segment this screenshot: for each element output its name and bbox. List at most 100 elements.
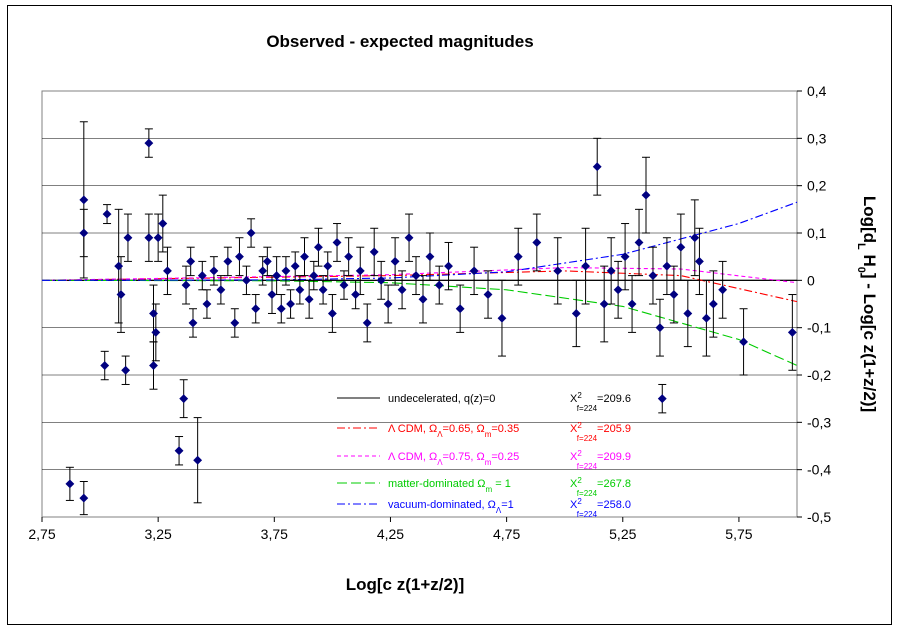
legend: undecelerated, q(z)=0 X2 f=224=209.6 Λ CDM,…: [337, 391, 631, 519]
data-point: [641, 190, 651, 200]
data-point: [188, 318, 198, 328]
data-point: [246, 228, 256, 238]
data-point: [383, 299, 393, 309]
data-point: [613, 285, 623, 295]
data-point: [276, 304, 286, 314]
data-point: [695, 256, 704, 266]
data-point: [181, 280, 191, 290]
data-point: [376, 275, 386, 285]
x-tick-label: 2,75: [28, 526, 55, 542]
data-point: [242, 275, 251, 285]
legend-label: undecelerated, q(z)=0: [388, 393, 495, 405]
data-point: [314, 242, 323, 252]
x-tick-label: 4,75: [493, 526, 520, 542]
data-point: [158, 219, 168, 228]
data-point: [79, 493, 89, 503]
data-point: [144, 233, 154, 243]
data-point: [683, 309, 693, 318]
data-point: [258, 266, 268, 276]
data-point: [230, 318, 240, 328]
data-point: [193, 455, 203, 465]
model-curve: [41, 270, 798, 303]
legend-chi2: X2 f=224=205.9: [570, 421, 631, 444]
data-point: [390, 256, 400, 266]
data-point: [251, 304, 261, 314]
data-point: [100, 361, 110, 370]
data-point: [290, 261, 300, 271]
model-curve: [41, 201, 798, 281]
data-point: [235, 252, 244, 262]
data-point: [739, 337, 748, 347]
data-point: [123, 233, 133, 243]
data-point: [655, 323, 665, 333]
data-point: [620, 252, 630, 262]
data-point: [304, 294, 314, 304]
data-point: [444, 261, 453, 271]
legend-label: Λ CDM, ΩΛ=0.75, Ωm=0.25: [388, 451, 519, 467]
data-point: [355, 266, 365, 276]
data-point: [209, 266, 219, 276]
data-point: [65, 479, 75, 489]
data-point: [153, 233, 163, 243]
data-point: [344, 252, 354, 262]
y-tick-label: -0,4: [807, 462, 831, 478]
data-point: [434, 280, 444, 290]
data-point: [286, 299, 295, 309]
data-point: [318, 285, 328, 295]
data-point: [532, 238, 542, 247]
data-point: [323, 261, 333, 271]
data-point: [144, 138, 154, 148]
data-point: [262, 256, 272, 266]
data-point: [186, 256, 196, 266]
data-point: [309, 271, 319, 281]
data-point: [571, 309, 581, 318]
data-point: [79, 228, 89, 238]
y-tick-label: 0,2: [807, 178, 827, 194]
data-point: [662, 261, 672, 271]
y-tick-label: 0: [807, 272, 815, 288]
data-point: [267, 290, 277, 299]
plot-area: [41, 90, 798, 518]
data-point: [708, 299, 718, 309]
data-point: [272, 271, 282, 281]
data-point: [411, 271, 421, 281]
x-axis-ticks: 2,75 3,25 3,75 4,25 4,75 5,25 5,75: [28, 517, 753, 542]
y-axis-title: Log[dL H0] - Log[c z(1+z/2)]: [855, 196, 879, 412]
legend-chi2: X2 f=224=267.8: [570, 476, 631, 499]
data-point: [455, 304, 465, 314]
y-tick-label: -0,5: [807, 509, 831, 525]
data-point: [404, 233, 414, 243]
plot-area-border: [41, 90, 798, 518]
data-point: [553, 266, 563, 276]
data-point: [163, 266, 172, 276]
y-tick-label: 0,4: [807, 83, 827, 99]
data-point: [690, 233, 700, 243]
data-point: [79, 195, 89, 205]
data-point: [787, 327, 797, 337]
x-tick-label: 3,75: [261, 526, 288, 542]
data-point: [634, 238, 644, 247]
x-tick-label: 5,25: [609, 526, 636, 542]
legend-chi2: X2 f=224=209.6: [570, 391, 631, 414]
data-point: [599, 299, 609, 309]
data-point: [513, 252, 523, 262]
legend-label: matter-dominated Ωm = 1: [388, 478, 511, 494]
x-tick-label: 5,75: [725, 526, 752, 542]
data-point: [581, 261, 591, 271]
data-point: [149, 361, 158, 370]
data-point: [657, 394, 667, 404]
data-point: [351, 290, 361, 299]
data-point: [295, 285, 305, 295]
data-point: [397, 285, 407, 295]
y-tick-label: -0,2: [807, 367, 831, 383]
data-point: [179, 394, 189, 404]
data-point: [116, 290, 126, 299]
data-point: [174, 446, 184, 456]
data-point: [121, 365, 131, 375]
data-point: [606, 266, 616, 276]
chart-title: Observed - expected magnitudes: [266, 32, 533, 51]
data-point: [281, 266, 291, 276]
model-curve: [41, 279, 798, 367]
data-point: [669, 290, 679, 299]
